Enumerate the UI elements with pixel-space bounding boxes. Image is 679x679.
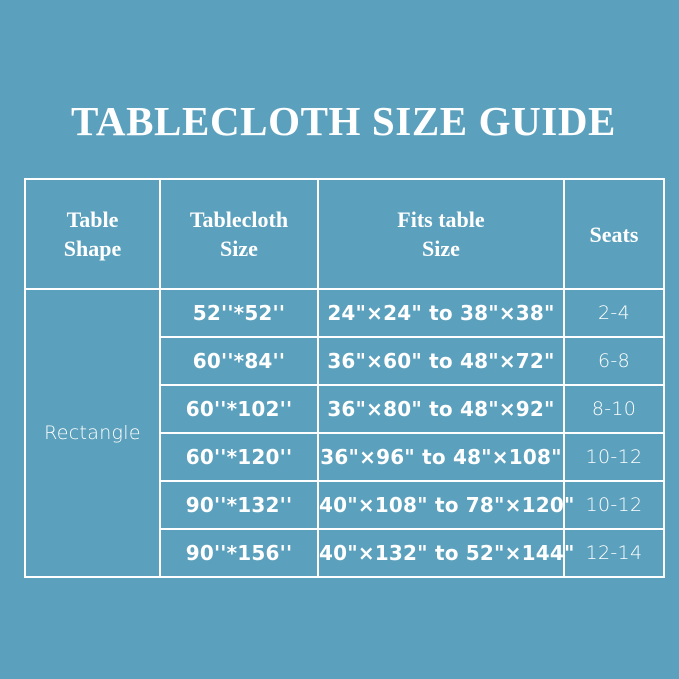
cell-tablecloth-size: 90''*132'': [159, 480, 319, 530]
header-cell-table-shape: Table Shape: [24, 178, 161, 290]
header-label-fits-table-size: Fits table Size: [397, 207, 485, 261]
cell-fits-table-size: 36"×80" to 48"×92": [317, 384, 565, 434]
table-row: 90''*156'' 40"×132" to 52"×144" 12-14: [25, 528, 665, 578]
size-guide-table: Table Shape Tablecloth Size Fits table S…: [24, 178, 665, 578]
cell-fits-table-size: 40"×108" to 78"×120": [317, 480, 574, 530]
table-row: 60''*120'' 36"×96" to 48"×108" 10-12: [25, 432, 665, 482]
table-row: Rectangle 52''*52'' 24"×24" to 38"×38" 2…: [24, 288, 665, 578]
table-row: 60''*102'' 36"×80" to 48"×92" 8-10: [25, 384, 665, 434]
header-cell-seats: Seats: [563, 178, 665, 290]
cell-tablecloth-size: 60''*120'': [159, 432, 319, 482]
cell-fits-table-size: 36"×60" to 48"×72": [317, 336, 565, 386]
cell-seats: 6-8: [563, 336, 665, 386]
cell-seats: 2-4: [563, 288, 665, 338]
cell-fits-table-size: 40"×132" to 52"×144": [317, 528, 574, 578]
cell-tablecloth-size: 60''*84'': [159, 336, 319, 386]
cell-seats: 12-14: [563, 528, 665, 578]
table-row: 60''*84'' 36"×60" to 48"×72" 6-8: [25, 336, 665, 386]
header-label-tablecloth-size: Tablecloth Size: [189, 207, 289, 261]
cell-tablecloth-size: 90''*156'': [159, 528, 319, 578]
cell-tablecloth-size: 60''*102'': [159, 384, 319, 434]
header-label-seats: Seats: [589, 221, 639, 247]
header-label-table-shape: Table Shape: [63, 207, 122, 261]
cell-tablecloth-size: 52''*52'': [159, 288, 319, 338]
header-cell-tablecloth-size: Tablecloth Size: [159, 178, 319, 290]
cell-seats: 8-10: [563, 384, 665, 434]
cell-seats: 10-12: [563, 480, 665, 530]
page-title: TABLECLOTH SIZE GUIDE: [71, 98, 616, 144]
shape-group-cell-rectangle: Rectangle: [24, 288, 161, 578]
header-cell-fits-table-size: Fits table Size: [317, 178, 565, 290]
table-row: 90''*132'' 40"×108" to 78"×120" 10-12: [25, 480, 665, 530]
cell-fits-table-size: 36"×96" to 48"×108": [317, 432, 565, 482]
cell-seats: 10-12: [563, 432, 665, 482]
cell-fits-table-size: 24"×24" to 38"×38": [317, 288, 565, 338]
table-header-row: Table Shape Tablecloth Size Fits table S…: [24, 178, 665, 290]
